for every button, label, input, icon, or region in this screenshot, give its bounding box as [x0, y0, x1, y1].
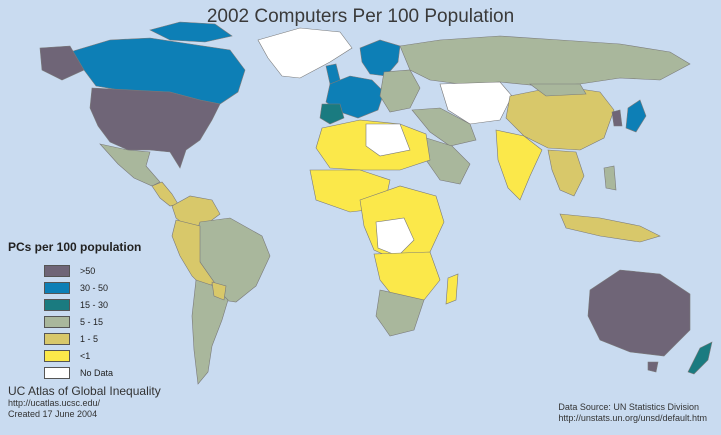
legend-title: PCs per 100 population	[8, 240, 142, 254]
credit-block: UC Atlas of Global Inequality http://uca…	[8, 384, 161, 420]
canada	[69, 37, 246, 105]
philippines	[603, 165, 617, 191]
legend-item: 5 - 15	[44, 313, 141, 330]
legend-label: >50	[80, 265, 96, 276]
legend: PCs per 100 population >50 30 - 50 15 - …	[8, 240, 141, 381]
map-title: 2002 Computers Per 100 Population	[206, 6, 515, 27]
greenland	[257, 27, 353, 79]
legend-label: No Data	[80, 367, 114, 378]
legend-swatch	[44, 366, 70, 379]
source-label: Data Source: UN Statistics Division	[558, 402, 699, 412]
canada-islands	[149, 21, 233, 43]
legend-label: 15 - 30	[80, 299, 109, 310]
japan	[625, 99, 647, 133]
legend-swatch	[44, 298, 70, 311]
legend-item: 30 - 50	[44, 279, 141, 296]
india	[495, 129, 543, 201]
legend-label: <1	[80, 350, 91, 361]
south-africa	[375, 289, 425, 337]
source-block: Data Source: UN Statistics Division http…	[558, 402, 707, 424]
credit-created: Created 17 June 2004	[8, 409, 98, 419]
mexico	[99, 143, 161, 187]
southeast-asia	[547, 149, 585, 197]
legend-label: 1 - 5	[80, 333, 99, 344]
korea	[611, 109, 623, 127]
legend-swatch	[44, 315, 70, 328]
new-zealand	[687, 341, 713, 375]
legend-swatch	[44, 332, 70, 345]
legend-item: 1 - 5	[44, 330, 141, 347]
drc	[375, 217, 415, 257]
iberia	[319, 103, 345, 125]
tasmania	[647, 361, 659, 373]
australia	[587, 269, 691, 357]
legend-item: 15 - 30	[44, 296, 141, 313]
eastern-europe	[379, 69, 421, 113]
russia	[399, 35, 691, 87]
legend-item: No Data	[44, 364, 141, 381]
colombia-venezuela	[171, 195, 221, 227]
paraguay	[211, 281, 227, 301]
madagascar	[445, 273, 459, 305]
usa	[89, 87, 221, 169]
legend-item: >50	[44, 262, 141, 279]
scandinavia	[359, 39, 401, 77]
source-url[interactable]: http://unstats.un.org/unsd/default.htm	[558, 413, 707, 423]
legend-swatch	[44, 264, 70, 277]
indonesia	[559, 213, 661, 243]
credit-url[interactable]: http://ucatlas.ucsc.edu/	[8, 398, 101, 408]
central-america	[151, 181, 179, 207]
turkey-iran	[411, 107, 477, 147]
legend-item: <1	[44, 347, 141, 364]
legend-label: 30 - 50	[80, 282, 109, 293]
credit-org: UC Atlas of Global Inequality	[8, 384, 161, 398]
legend-label: 5 - 15	[80, 316, 104, 327]
central-asia	[439, 81, 513, 125]
alaska	[39, 45, 85, 81]
libya-egypt	[365, 123, 411, 157]
legend-swatch	[44, 281, 70, 294]
mongolia	[529, 83, 587, 97]
uk	[325, 63, 341, 85]
legend-swatch	[44, 349, 70, 362]
